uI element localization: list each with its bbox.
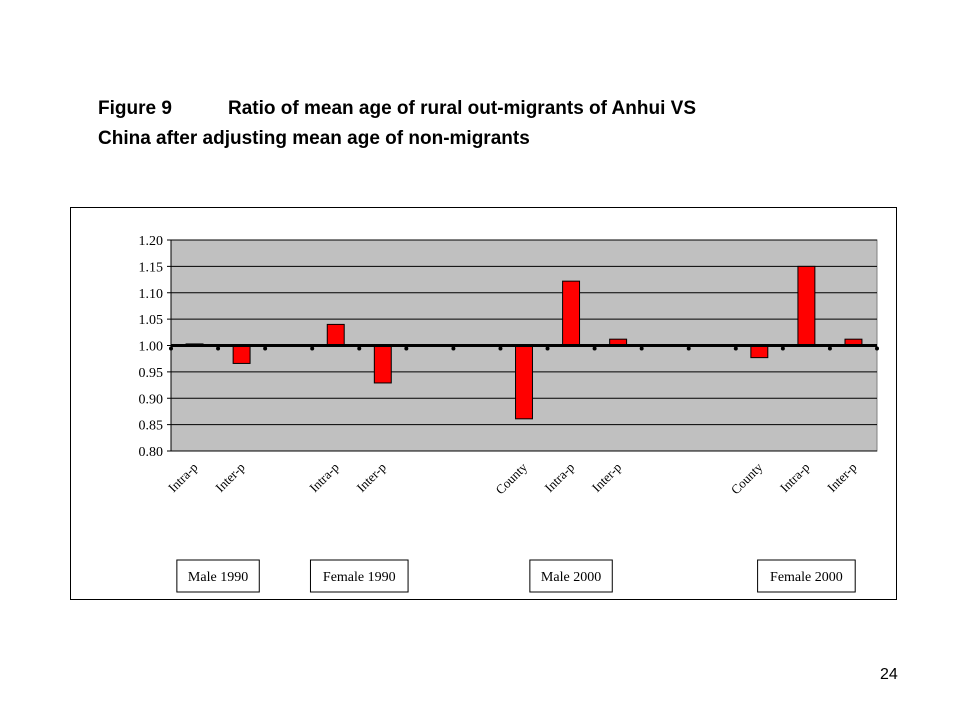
x-tick-label: County <box>492 459 530 497</box>
x-tick-label: Inter-p <box>824 460 859 495</box>
category-tick <box>875 346 879 351</box>
x-tick-label: Inter-p <box>589 460 624 495</box>
x-tick-label: Inter-p <box>212 460 247 495</box>
group-label-box <box>529 559 613 593</box>
y-tick-label: 1.00 <box>139 340 164 355</box>
group-label-box <box>309 559 409 593</box>
bar <box>562 280 581 346</box>
page-number: 24 <box>880 666 898 683</box>
x-tick-label: Intra-p <box>306 460 342 496</box>
group-label-box <box>176 559 260 593</box>
y-tick-label: 1.05 <box>139 313 164 328</box>
group-label: Male 2000 <box>541 570 601 585</box>
group-label-box <box>757 559 856 593</box>
bar <box>326 323 345 347</box>
category-tick <box>263 346 268 351</box>
bar-chart: 1.201.151.101.051.000.950.900.850.80Intr… <box>139 234 879 593</box>
category-tick <box>169 346 173 351</box>
chart-container: 1.20 1.15 1.10 1.05 1.00 0.95 0.90 0.85 0.80 Intr… <box>70 207 897 600</box>
bar <box>515 345 533 420</box>
x-tick-label: Intra-p <box>542 460 578 496</box>
group-label: Female 2000 <box>770 570 843 585</box>
x-tick-label: Intra-p <box>165 460 201 496</box>
category-tick <box>357 346 362 351</box>
chart-title-line-1: Figure 9 Ratio of mean age of rural out-m… <box>98 98 696 120</box>
category-tick <box>733 346 738 351</box>
x-tick-label: County <box>728 459 766 497</box>
y-tick-label: 1.10 <box>139 287 164 302</box>
x-tick-label: Intra-p <box>777 460 813 496</box>
figure-label: Figure 9 <box>98 98 172 119</box>
bar <box>750 345 769 359</box>
bar <box>797 265 816 346</box>
y-tick-label: 0.90 <box>139 392 164 407</box>
chart-title-line-2: China after adjusting mean age of non-mi… <box>98 128 530 149</box>
y-tick-label: 0.80 <box>139 445 164 460</box>
bar <box>232 345 251 364</box>
category-tick <box>310 346 315 351</box>
y-tick-label: 1.20 <box>139 234 164 249</box>
category-tick <box>780 346 785 351</box>
y-tick-label: 0.85 <box>139 419 164 434</box>
category-tick <box>216 346 221 351</box>
category-tick <box>686 346 691 351</box>
category-tick <box>592 346 597 351</box>
y-tick-label: 0.95 <box>139 366 164 381</box>
group-label: Female 1990 <box>323 570 396 585</box>
title-text-line-1: Ratio of mean age of rural out-migrants … <box>228 98 696 119</box>
category-tick <box>451 346 456 351</box>
bar <box>373 345 392 384</box>
y-tick-label: 1.15 <box>139 260 164 275</box>
x-tick-label: Inter-p <box>353 460 388 495</box>
category-tick <box>639 346 644 351</box>
category-tick <box>545 346 550 351</box>
group-label: Male 1990 <box>188 570 248 585</box>
category-tick <box>827 346 832 351</box>
category-tick <box>404 346 409 351</box>
category-tick <box>498 346 503 351</box>
